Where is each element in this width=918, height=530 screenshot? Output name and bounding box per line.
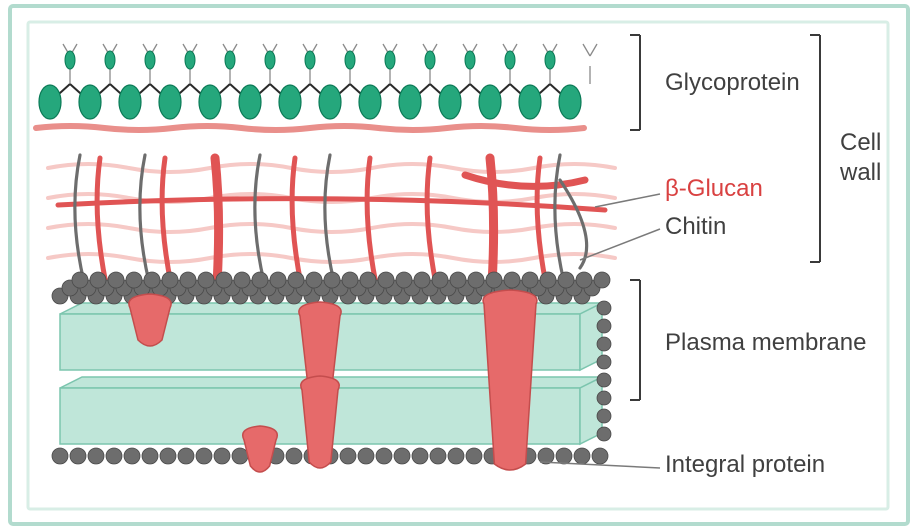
- label-integral-protein: Integral protein: [665, 451, 825, 479]
- label-plasma-membrane: Plasma membrane: [665, 329, 866, 357]
- label-chitin: Chitin: [665, 213, 726, 241]
- label-beta-glucan: β-Glucan: [665, 175, 763, 203]
- label-cell-wall-1: Cell: [840, 129, 881, 157]
- label-glycoprotein: Glycoprotein: [665, 69, 800, 97]
- label-cell-wall-2: wall: [840, 159, 881, 187]
